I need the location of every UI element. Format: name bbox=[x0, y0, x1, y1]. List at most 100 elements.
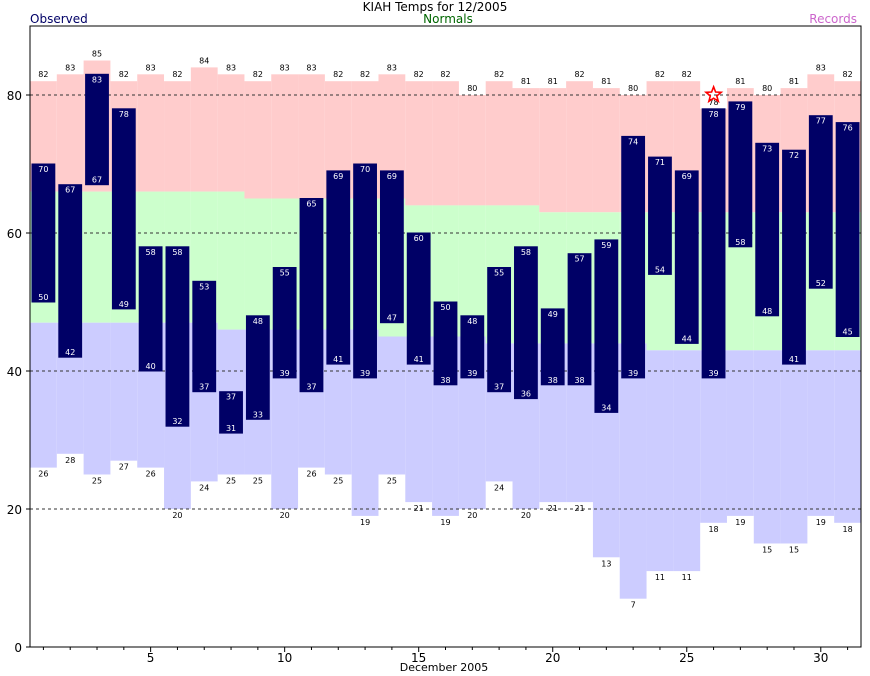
observed-bar bbox=[782, 149, 806, 365]
record-high-label: 82 bbox=[38, 70, 48, 79]
record-high-label: 81 bbox=[521, 77, 531, 86]
observed-high-label: 69 bbox=[333, 172, 343, 181]
x-tick-label: 30 bbox=[813, 651, 828, 665]
record-low-label: 26 bbox=[146, 470, 156, 479]
record-low-band bbox=[673, 350, 701, 572]
observed-high-label: 72 bbox=[789, 151, 799, 160]
observed-high-label: 48 bbox=[467, 317, 477, 326]
x-tick-label: 25 bbox=[679, 651, 694, 665]
record-high-label: 82 bbox=[414, 70, 424, 79]
observed-bar bbox=[192, 280, 217, 393]
record-high-label: 83 bbox=[226, 63, 236, 72]
observed-low-label: 36 bbox=[521, 390, 531, 399]
observed-high-label: 58 bbox=[146, 248, 156, 257]
value-label-layer: 70 50 82 26 67 42 83 28 83 67 85 25 78 49 82 27 58 40 83 26… bbox=[38, 50, 852, 610]
observed-low-label: 31 bbox=[226, 424, 236, 433]
observed-high-label: 73 bbox=[762, 144, 772, 153]
record-star-icon bbox=[703, 84, 724, 104]
observed-bar bbox=[460, 315, 485, 379]
observed-high-label: 50 bbox=[440, 303, 450, 312]
record-high-label: 82 bbox=[843, 70, 853, 79]
observed-high-label: 71 bbox=[655, 158, 665, 167]
record-low-label: 20 bbox=[172, 511, 182, 520]
observed-low-label: 54 bbox=[655, 265, 665, 274]
record-high-label: 80 bbox=[467, 84, 477, 93]
record-low-band bbox=[780, 350, 808, 544]
observed-bar bbox=[138, 246, 163, 372]
observed-bar bbox=[326, 170, 351, 365]
observed-bar bbox=[272, 267, 297, 379]
record-high-label: 82 bbox=[360, 70, 370, 79]
observed-high-label: 53 bbox=[199, 282, 209, 291]
observed-low-label: 33 bbox=[253, 410, 263, 419]
record-low-band bbox=[110, 322, 138, 461]
record-high-label: 82 bbox=[682, 70, 692, 79]
observed-high-label: 37 bbox=[226, 393, 236, 402]
observed-low-label: 52 bbox=[816, 279, 826, 288]
observed-bar bbox=[540, 308, 565, 386]
y-tick-label: 60 bbox=[7, 227, 22, 241]
observed-bar bbox=[219, 391, 243, 434]
record-high-label: 81 bbox=[789, 77, 799, 86]
observed-high-label: 58 bbox=[521, 248, 531, 257]
observed-low-label: 40 bbox=[146, 362, 156, 371]
observed-high-label: 67 bbox=[65, 186, 75, 195]
record-low-label: 25 bbox=[226, 477, 236, 486]
observed-low-label: 41 bbox=[789, 355, 799, 364]
observed-low-label: 39 bbox=[280, 369, 290, 378]
record-high-band bbox=[432, 81, 459, 206]
record-high-label: 85 bbox=[92, 50, 102, 59]
record-low-band bbox=[30, 322, 57, 468]
record-high-label: 84 bbox=[199, 56, 209, 65]
record-high-band bbox=[190, 67, 218, 192]
record-high-label: 83 bbox=[280, 63, 290, 72]
observed-bar bbox=[245, 315, 270, 420]
observed-low-label: 38 bbox=[548, 376, 558, 385]
record-low-band bbox=[834, 350, 861, 523]
record-low-label: 27 bbox=[119, 463, 129, 472]
observed-bar bbox=[299, 198, 324, 393]
record-low-label: 20 bbox=[467, 511, 477, 520]
record-low-label: 11 bbox=[682, 573, 692, 582]
observed-bar bbox=[379, 170, 404, 324]
x-tick-label: 10 bbox=[277, 651, 292, 665]
observed-low-label: 48 bbox=[762, 307, 772, 316]
record-high-label: 83 bbox=[387, 63, 397, 72]
record-low-label: 21 bbox=[414, 504, 424, 513]
record-low-band bbox=[807, 350, 835, 516]
record-low-band bbox=[378, 336, 406, 475]
record-high-band bbox=[566, 81, 593, 213]
record-low-label: 21 bbox=[574, 504, 584, 513]
observed-bar bbox=[514, 246, 538, 400]
x-tick-label: 20 bbox=[545, 651, 560, 665]
record-high-band bbox=[271, 74, 299, 199]
record-high-band bbox=[539, 88, 567, 213]
observed-high-label: 77 bbox=[816, 117, 826, 126]
observed-high-label: 76 bbox=[843, 124, 853, 133]
record-high-label: 82 bbox=[574, 70, 584, 79]
observed-low-label: 32 bbox=[172, 417, 182, 426]
observed-high-label: 49 bbox=[548, 310, 558, 319]
observed-low-label: 34 bbox=[601, 403, 611, 412]
observed-low-label: 39 bbox=[467, 369, 477, 378]
record-high-band bbox=[56, 74, 84, 192]
record-low-label: 19 bbox=[816, 518, 826, 527]
observed-bar bbox=[755, 142, 780, 317]
y-tick-label: 20 bbox=[7, 503, 22, 517]
observed-high-label: 69 bbox=[682, 172, 692, 181]
record-high-label: 82 bbox=[333, 70, 343, 79]
record-low-label: 21 bbox=[548, 504, 558, 513]
observed-high-label: 74 bbox=[628, 137, 638, 146]
observed-high-label: 70 bbox=[38, 165, 48, 174]
observed-bar bbox=[353, 163, 377, 379]
record-high-band bbox=[217, 74, 245, 192]
record-low-label: 26 bbox=[38, 470, 48, 479]
record-low-band bbox=[619, 343, 647, 599]
record-high-band bbox=[485, 81, 513, 206]
normal-band bbox=[217, 191, 245, 330]
record-low-label: 25 bbox=[333, 477, 343, 486]
record-high-label: 82 bbox=[494, 70, 504, 79]
record-low-label: 19 bbox=[360, 518, 370, 527]
observed-high-label: 70 bbox=[360, 165, 370, 174]
record-high-label: 83 bbox=[306, 63, 316, 72]
